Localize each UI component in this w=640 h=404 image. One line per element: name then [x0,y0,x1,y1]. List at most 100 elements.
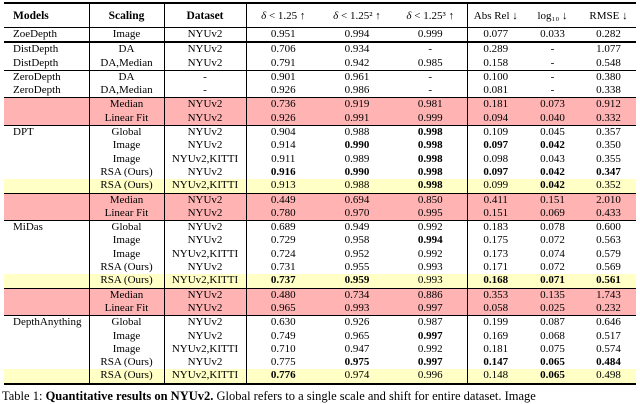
metric-value-cell: 0.992 [394,342,468,357]
scaling-cell: Linear Fit [89,206,165,222]
metric-value-cell: 0.042 [540,139,565,152]
table-row: ZeroDepth DA -0.901 0.961-0.100-0.380 [4,70,636,85]
dataset-cell: NYUv2 [164,288,247,302]
model-cell [4,179,90,194]
dataset-cell: NYUv2 [164,111,247,127]
dataset-cell: NYUv2,KITTI [164,274,247,289]
metric-value-cell: 0.071 [524,274,581,289]
metric-value-cell: 0.947 [344,342,370,355]
metric-value-cell: 0.548 [581,56,636,71]
metric-value-cell: 0.068 [540,329,565,342]
metric-value-cell: 0.077 [467,27,524,44]
metric-value-cell: 0.347 [596,165,621,178]
metric-value-cell: 0.731 [270,261,296,274]
metric-value-cell: 0.951 [246,27,320,44]
dataset-cell: NYUv2 [164,97,247,112]
metric-value-cell: 0.961 [344,70,370,83]
metric-value-cell: - [550,43,555,56]
metric-value-cell: 0.999 [394,111,468,127]
metric-value-cell: 0.517 [596,329,621,342]
metric-value-cell: 0.480 [270,288,296,301]
metric-value-cell: 0.075 [540,342,565,355]
model-cell [4,288,90,302]
metric-value-cell: 0.776 [270,369,296,382]
metric-value-cell: 0.989 [344,152,370,165]
metric-value-cell: 0.350 [596,139,621,152]
dataset-cell: NYUv2 [164,220,247,235]
metric-value-cell: 0.232 [581,301,636,317]
metric-value-cell: 0.974 [344,369,370,382]
metric-value-cell: 0.646 [596,316,621,329]
dataset-cell: NYUv2,KITTI [164,369,247,384]
metric-value-cell: 0.069 [524,206,581,222]
scaling-cell: Image [89,234,165,248]
metric-value-cell: 0.992 [394,247,468,262]
metric-value-cell: 0.065 [540,356,565,369]
metric-value-cell: 1.077 [596,43,621,56]
metric-value-cell: 0.996 [394,369,468,384]
column-header-model: Models [4,3,90,28]
table-caption: Table 1: Quantitative results on NYUv2. … [2,389,638,404]
dataset-cell: NYUv2,KITTI [164,152,247,166]
metric-value-cell: 0.724 [270,247,296,260]
metric-value-cell: 0.109 [483,126,509,139]
table-row: RSA (Ours) NYUv2 0.916 0.990 0.998 0.097 0.042… [4,165,636,180]
model-cell: MiDas [4,220,90,235]
metric-value-cell: 0.045 [540,126,565,139]
model-cell [4,274,90,289]
metric-value-cell: 0.926 [246,111,320,127]
metric-value-cell: 0.173 [483,247,509,260]
metric-value-cell: 0.694 [344,193,370,206]
metric-value-cell: 0.919 [344,98,370,111]
metric-value-cell: 0.147 [483,356,509,369]
metric-value-cell: 0.998 [394,165,468,180]
metric-value-cell: 0.958 [344,234,370,247]
metric-value-cell: 0.411 [483,193,508,206]
table-row: Image NYUv2 0.729 0.958 0.994 0.175 0.072 0.563 [4,234,636,248]
model-cell [4,139,90,153]
table-row: Median NYUv2 0.736 0.919 0.981 0.181 0.073 0.91… [4,97,636,112]
table-row: ZeroDepth DA,Median -0.926 0.986-0.081-0.33… [4,84,636,99]
model-cell: DPT [4,125,90,140]
scaling-cell: RSA (Ours) [89,261,165,275]
metric-value-cell: 1.743 [596,288,621,301]
model-cell [4,152,90,166]
column-header-rmse: RMSE ↓ [581,3,636,28]
metric-value-cell: 2.010 [596,193,621,206]
metric-value-cell: 0.775 [270,356,296,369]
metric-value-cell: - [550,70,555,83]
metric-value-cell: 0.574 [596,342,621,355]
scaling-cell: Image [89,139,165,153]
quantitative-results-table: Models Scaling Dataset δ < 1.25 ↑ δ < 1.25² … [4,2,636,385]
table-row: Median NYUv2 0.480 0.734 0.886 0.353 0.135 1.74… [4,288,636,302]
dataset-cell: - [164,84,247,99]
dataset-cell: NYUv2,KITTI [164,247,247,262]
metric-value-cell: 0.997 [394,301,468,317]
table-row: RSA (Ours) NYUv2,KITTI 0.776 0.974 0.996 0.14… [4,369,636,384]
caption-prefix: Table 1: [2,389,46,403]
metric-value-cell: 0.926 [246,84,320,99]
table-row: ZoeDepth Image NYUv2 0.951 0.994 0.999 0.077 0.… [4,27,636,44]
metric-value-cell: - [524,56,581,71]
metric-value-cell: 0.074 [540,247,565,260]
model-cell: ZeroDepth [4,70,90,85]
metric-value-cell: 0.998 [394,179,468,194]
metric-value-cell: 0.710 [270,342,296,355]
metric-value-cell: 0.135 [540,288,565,301]
metric-value-cell: 0.151 [467,206,524,222]
dataset-cell: NYUv2 [164,261,247,275]
model-cell [4,329,90,343]
metric-value-cell: 0.058 [467,301,524,317]
table-row: RSA (Ours) NYUv2 0.731 0.955 0.993 0.171 0.072… [4,261,636,275]
metric-value-cell: 0.433 [581,206,636,222]
metric-value-cell: 0.065 [540,369,565,382]
metric-value-cell: 0.498 [596,369,621,382]
metric-value-cell: 0.357 [596,126,621,139]
dataset-cell: NYUv2 [164,193,247,207]
metric-value-cell: 0.199 [483,316,509,329]
metric-value-cell: 0.737 [246,274,320,289]
metric-value-cell: 0.916 [270,165,296,178]
metric-value-cell: 0.171 [483,261,509,274]
metric-value-cell: 0.183 [483,221,509,234]
table-row: Linear Fit NYUv2 0.926 0.991 0.999 0.094 0.040… [4,111,636,127]
